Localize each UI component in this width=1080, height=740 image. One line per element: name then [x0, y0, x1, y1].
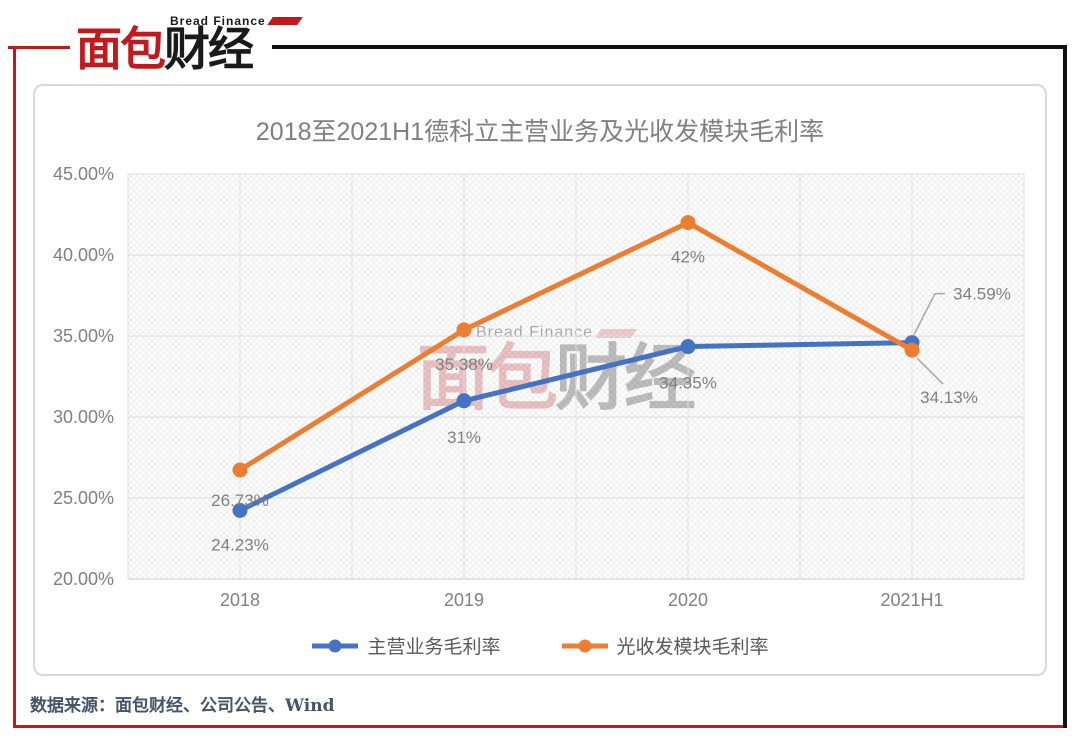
series-line-1 — [237, 220, 915, 473]
data-point — [232, 502, 248, 518]
chart-canvas: 45.00% 40.00% 35.00% 30.00% 25.00% 20.00% 2018… — [53, 164, 1025, 610]
logo-zh-text: 面包财经 — [76, 23, 254, 75]
logo-en-text: Bread Finance — [170, 14, 266, 28]
logo-swoosh-icon — [266, 17, 303, 25]
logo-zh-black: 财经 — [164, 23, 254, 75]
frame-bottom-line — [13, 725, 1067, 728]
legend-dot-orange — [578, 639, 591, 652]
y-axis-tick-label: 25.00% — [53, 488, 114, 508]
y-axis-tick-label: 30.00% — [53, 407, 114, 427]
legend-item-optical-module: 光收发模块毛利率 — [561, 632, 769, 659]
data-point — [232, 462, 248, 478]
data-label: 34.13% — [920, 388, 978, 407]
data-label: 26.73% — [211, 491, 269, 510]
data-point — [680, 215, 696, 231]
data-point — [904, 342, 920, 358]
data-label: 31% — [447, 428, 481, 447]
data-point — [456, 322, 472, 338]
brand-logo: Bread Finance 面包财经 — [70, 4, 303, 82]
x-axis-tick-label: 2019 — [444, 590, 484, 610]
y-axis-tick-label: 40.00% — [53, 245, 114, 265]
series-line-0 — [237, 340, 915, 513]
y-axis-tick-label: 35.00% — [53, 326, 114, 346]
data-label: 35.38% — [435, 355, 493, 374]
legend-marker-line-dot-icon — [561, 639, 608, 652]
data-label: 34.59% — [953, 285, 1011, 304]
chart-legend: 主营业务毛利率 光收发模块毛利率 — [35, 632, 1045, 659]
frame-top-left-line — [8, 46, 70, 49]
x-axis-tick-label: 2020 — [668, 590, 708, 610]
callout-leader — [916, 357, 944, 385]
data-label: 24.23% — [211, 535, 269, 554]
legend-marker-line-dot-icon — [312, 639, 359, 652]
logo-zh-red: 面包 — [76, 23, 166, 75]
y-axis-tick-label: 45.00% — [53, 164, 114, 184]
y-axis-tick-label: 20.00% — [53, 569, 114, 589]
chart-card: 2018至2021H1德科立主营业务及光收发模块毛利率 Bread Financ… — [33, 84, 1047, 676]
data-point — [680, 339, 696, 355]
data-label: 34.35% — [659, 374, 717, 393]
chart-title: 2018至2021H1德科立主营业务及光收发模块毛利率 — [255, 118, 825, 146]
x-axis-tick-label: 2021H1 — [880, 590, 943, 610]
frame-left-line — [13, 46, 16, 728]
data-source-note: 数据来源：面包财经、公司公告、Wind — [30, 696, 335, 716]
x-axis-tick-label: 2018 — [220, 590, 260, 610]
callout-leader — [913, 292, 945, 335]
data-label: 42% — [671, 248, 705, 267]
frame-right-line — [1063, 45, 1067, 728]
legend-label-optical-module: 光收发模块毛利率 — [616, 637, 769, 658]
legend-label-main-business: 主营业务毛利率 — [367, 637, 501, 658]
data-point — [456, 393, 472, 409]
legend-item-main-business: 主营业务毛利率 — [311, 632, 501, 659]
legend-dot-blue — [328, 639, 342, 652]
frame-top-black-line — [272, 45, 1067, 49]
